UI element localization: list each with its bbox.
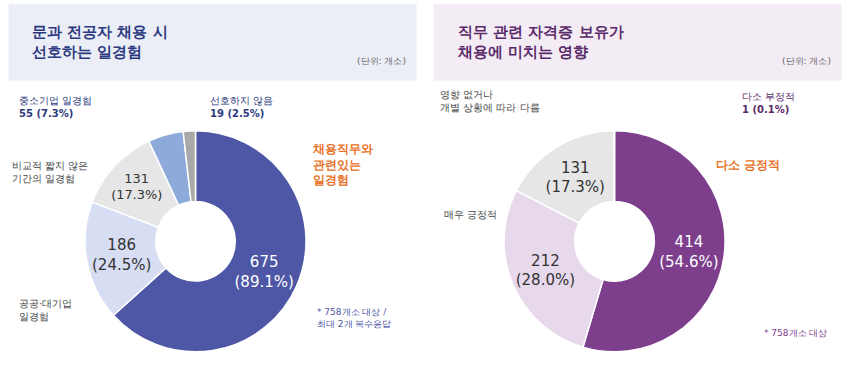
svg-text:문과 전공자 채용 시선호하는 일경험: 문과 전공자 채용 시선호하는 일경험 (32, 23, 168, 61)
svg-text:212(28.0%): 212(28.0%) (516, 252, 575, 290)
svg-text:중소기업 일경험55 (7.3%): 중소기업 일경험55 (7.3%) (19, 95, 92, 119)
svg-text:비교적 짧지 않은기간의 일경험: 비교적 짧지 않은기간의 일경험 (12, 160, 88, 184)
svg-text:채용직무와관련있는일경험: 채용직무와관련있는일경험 (312, 142, 373, 187)
svg-text:* 758개소 대상 /최대 2개 복수응답: * 758개소 대상 /최대 2개 복수응답 (317, 307, 391, 329)
svg-text:(단위: 개소): (단위: 개소) (357, 56, 406, 66)
svg-text:다소 긍정적: 다소 긍정적 (716, 158, 780, 172)
svg-text:* 758개소 대상: * 758개소 대상 (764, 328, 827, 338)
svg-text:매우 긍정적: 매우 긍정적 (444, 209, 497, 220)
svg-text:131(17.3%): 131(17.3%) (546, 159, 605, 197)
svg-text:186(24.5%): 186(24.5%) (92, 236, 151, 274)
svg-text:영향 없거나개별 상황에 따라 다름: 영향 없거나개별 상황에 따라 다름 (440, 89, 540, 113)
svg-text:414(54.6%): 414(54.6%) (659, 233, 718, 271)
svg-text:(단위: 개소): (단위: 개소) (782, 56, 831, 66)
svg-text:공공·대기업일경험: 공공·대기업일경험 (19, 298, 72, 322)
svg-text:131(17.3%): 131(17.3%) (111, 171, 162, 203)
svg-text:675(89.1%): 675(89.1%) (234, 253, 293, 291)
svg-text:선호하지 않음19 (2.5%): 선호하지 않음19 (2.5%) (210, 95, 273, 119)
svg-text:다소 부정적1 (0.1%): 다소 부정적1 (0.1%) (742, 91, 795, 115)
svg-text:직무 관련 자격증 보유가채용에 미치는 영향: 직무 관련 자격증 보유가채용에 미치는 영향 (457, 23, 624, 61)
